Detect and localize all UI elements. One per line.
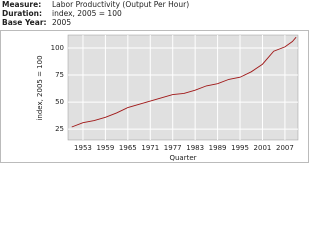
x-tick-label: 1977 (164, 144, 182, 152)
header-value: index, 2005 = 100 (52, 9, 122, 18)
header-label: Duration: (2, 9, 42, 18)
y-tick-label: 75 (55, 71, 64, 79)
page: {"header": {"rows": [["Measure:", "Labor… (0, 0, 309, 163)
header-value: 2005 (52, 18, 71, 27)
x-axis-label: Quarter (169, 154, 196, 162)
x-tick-label: 1953 (74, 144, 92, 152)
y-tick-label: 25 (55, 125, 64, 133)
header-value: Labor Productivity (Output Per Hour) (52, 0, 189, 9)
x-tick-label: 1983 (186, 144, 204, 152)
plot-area (67, 34, 299, 141)
x-tick-label: 2007 (276, 144, 294, 152)
y-axis-label: index, 2005 = 100 (36, 55, 44, 120)
y-tick-label: 50 (55, 98, 64, 106)
x-tick-label: 1959 (96, 144, 114, 152)
data-line (71, 36, 297, 128)
x-tick-label: 1989 (209, 144, 227, 152)
screen: Measure: Labor Productivity (Output Per … (0, 0, 309, 163)
header-label: Measure: (2, 0, 41, 9)
x-tick-label: 1971 (141, 144, 159, 152)
y-tick-label: 100 (51, 44, 64, 52)
header-label: Base Year: (2, 18, 47, 27)
x-tick-label: 1995 (231, 144, 249, 152)
x-tick-label: 1965 (119, 144, 137, 152)
x-tick-label: 2001 (254, 144, 272, 152)
